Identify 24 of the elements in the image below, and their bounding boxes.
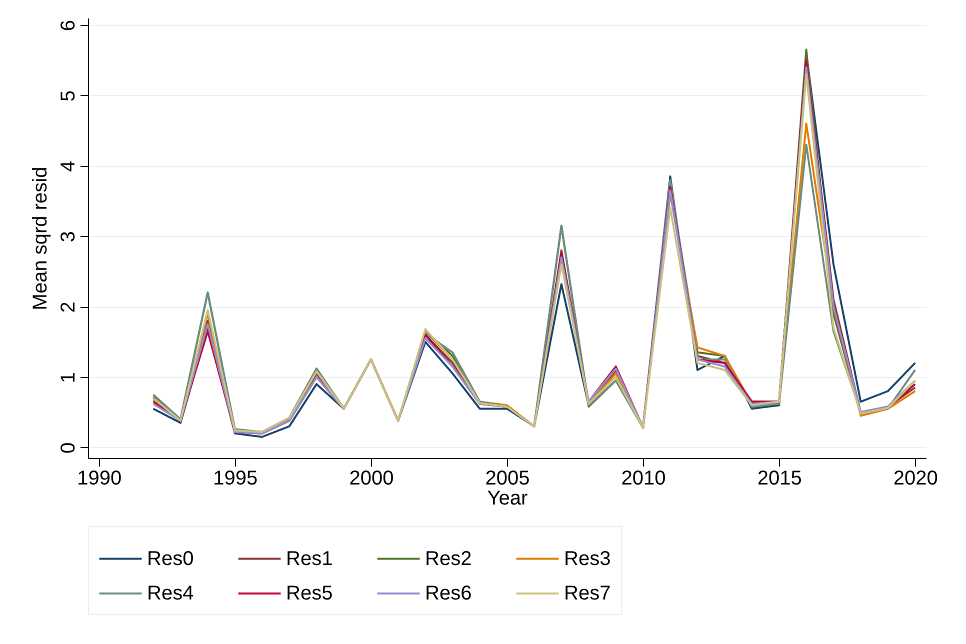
legend-label: Res6: [425, 582, 472, 604]
x-tick-label: 1990: [77, 468, 122, 490]
x-axis-title: Year: [487, 488, 528, 510]
y-tick-label: 2: [58, 302, 80, 313]
legend-label: Res3: [564, 548, 611, 570]
y-tick-label: 5: [58, 90, 80, 102]
x-tick-label: 2000: [349, 468, 394, 490]
legend-label: Res7: [564, 582, 611, 604]
x-tick-label: 2005: [485, 468, 530, 490]
y-tick-label: 4: [58, 160, 80, 172]
y-tick-label: 6: [58, 20, 80, 32]
y-axis-title: Mean sqrd resid: [30, 166, 52, 310]
legend-label: Res5: [286, 582, 333, 604]
x-tick-label: 2015: [757, 468, 802, 490]
y-tick-label: 3: [58, 231, 80, 242]
y-tick-label: 1: [58, 372, 80, 384]
legend-label: Res1: [286, 548, 333, 570]
y-tick-label: 0: [58, 442, 80, 454]
x-tick-label: 2020: [893, 468, 938, 490]
legend-label: Res4: [147, 582, 194, 604]
legend-label: Res0: [147, 548, 194, 570]
legend-label: Res2: [425, 548, 472, 570]
x-tick-label: 1995: [213, 468, 258, 490]
x-tick-label: 2010: [621, 468, 666, 490]
